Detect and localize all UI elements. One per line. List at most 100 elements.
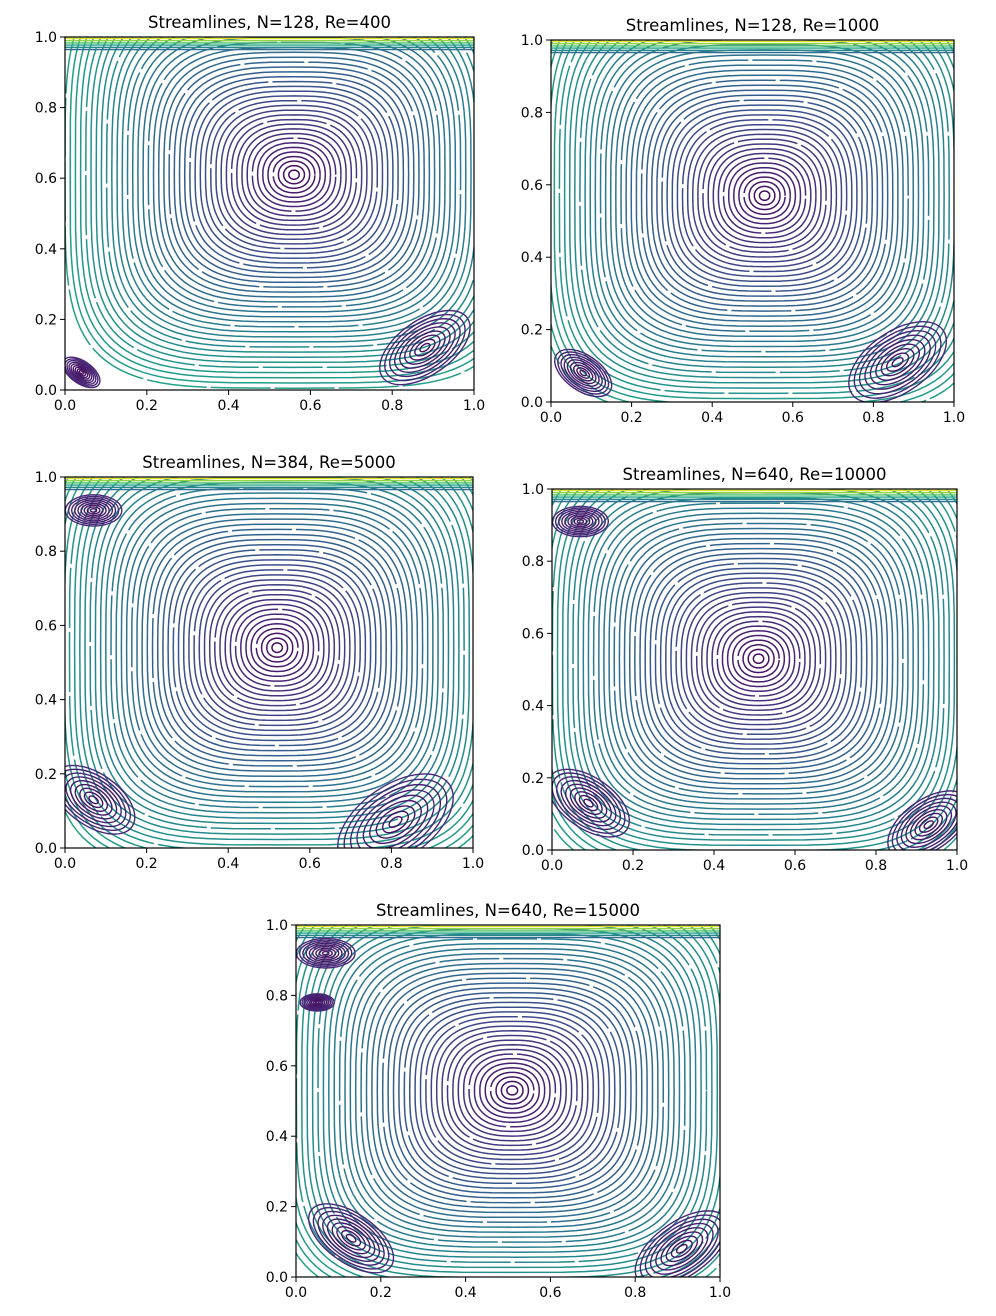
streamline-eddy-bottom-left	[65, 764, 136, 835]
streamline-primary	[484, 1067, 540, 1114]
streamline-eddy-top-left	[312, 945, 340, 961]
streamline-primary	[360, 957, 665, 1224]
streamline-eddy-bottom-right	[891, 356, 904, 368]
streamline-eddy-bottom-right	[634, 1210, 720, 1277]
streamline-primary	[152, 46, 436, 303]
streamline-eddy-bottom-right	[388, 815, 403, 829]
x-tick-label: 0.0	[541, 858, 563, 874]
x-tick-label: 0.6	[782, 410, 804, 426]
streamline-primary	[582, 492, 935, 826]
streamline-eddy-top-left	[74, 499, 114, 522]
streamline-eddy-bottom-right	[362, 794, 429, 848]
streamline-primary	[224, 598, 330, 697]
streamline-primary	[675, 582, 842, 736]
streamline-primary	[695, 601, 822, 716]
chart-1: 0.0 0.2 0.4 0.6 0.8 1.0 0.0 0.2 0.4 0.6 0.8 1.0 Stre…	[35, 13, 485, 414]
streamline-primary	[506, 1085, 519, 1096]
streamline-primary	[199, 90, 389, 259]
streamline-eddy-bottom-left	[322, 1214, 381, 1262]
streamline-primary	[574, 40, 954, 379]
streamline-eddy-bottom-left	[569, 787, 608, 819]
streamline-primary	[577, 489, 940, 831]
y-tick-label: 0.0	[522, 843, 544, 859]
streamline-eddy-bottom-right	[349, 783, 442, 848]
streamline-eddy-bottom-right	[670, 1239, 693, 1258]
streamline-eddy-bottom-right	[384, 313, 466, 382]
x-tick-label: 0.0	[285, 1285, 307, 1301]
axes-frame	[550, 39, 955, 403]
streamline-primary	[188, 564, 367, 732]
streamline-primary	[716, 620, 801, 697]
streamline-eddy-bottom-right	[864, 334, 931, 390]
streamline-primary	[151, 528, 403, 767]
y-tick-label: 0.6	[35, 618, 57, 634]
streamline-eddy-bottom-left	[345, 1233, 357, 1243]
streamline-primary	[414, 1006, 611, 1175]
x-tick-label: 0.2	[370, 1285, 392, 1301]
streamline-primary	[68, 477, 473, 848]
streamline-primary	[251, 137, 337, 212]
streamline-primary	[215, 104, 373, 245]
streamline-primary	[183, 75, 405, 274]
streamline-eddy-bottom-left	[552, 772, 626, 834]
streamline-primary	[737, 639, 780, 678]
y-tick-label: 0.0	[35, 383, 57, 399]
x-tick-label: 1.0	[943, 410, 965, 426]
streamline-eddy-top-left	[305, 942, 346, 964]
streamline-primary	[563, 40, 954, 389]
streamline-primary	[430, 1020, 594, 1161]
streamline-eddy-top-left	[573, 517, 588, 526]
streamline-primary	[167, 543, 387, 752]
streamline-primary	[328, 927, 697, 1253]
streamline-primary	[489, 1071, 535, 1110]
x-tick-label: 0.6	[299, 856, 321, 872]
streamline-eddy-bottom-left	[576, 367, 591, 379]
streamline-eddy-bottom-right	[369, 799, 422, 845]
streamline-primary	[131, 507, 424, 788]
streamline-primary	[182, 559, 372, 737]
streamline-eddy-bottom-right	[914, 812, 943, 837]
streamline-eddy-bottom-left	[79, 787, 109, 812]
streamline-primary	[552, 489, 957, 850]
streamline-eddy-bottom-left	[76, 368, 87, 377]
streamline-primary	[651, 89, 879, 302]
streamline-eddy-bottom-left	[573, 364, 594, 382]
streamline-eddy-bottom-right	[905, 805, 953, 845]
streamline-eddy-bottom-right	[343, 778, 448, 848]
streamline-primary	[105, 481, 450, 814]
streamline-primary	[752, 653, 765, 665]
streamline-primary	[748, 181, 781, 211]
streamline-eddy-bottom-right	[665, 1235, 699, 1263]
streamline-eddy-left-wall	[310, 998, 324, 1007]
streamline-eddy-bottom-right	[644, 1218, 719, 1277]
x-tick-label: 0.4	[701, 410, 723, 426]
y-tick-label: 0.2	[521, 323, 543, 339]
streamline-eddy-bottom-right	[853, 325, 942, 399]
streamline-primary	[403, 996, 621, 1185]
streamline-primary	[95, 37, 474, 358]
streamline-primary	[558, 40, 954, 395]
streamline-primary	[568, 40, 954, 384]
streamline-eddy-bottom-right	[900, 801, 957, 848]
streamline-eddy-bottom-left	[566, 359, 600, 387]
y-tick-label: 0.2	[522, 771, 544, 787]
streamline-eddy-left-wall	[308, 997, 326, 1007]
streamline-primary	[234, 608, 320, 687]
streamline-primary	[692, 128, 838, 263]
y-tick-label: 0.6	[266, 1059, 288, 1075]
x-tick-label: 0.2	[135, 856, 157, 872]
streamline-eddy-left-wall	[314, 1000, 320, 1005]
streamline-eddy-top-left	[558, 509, 603, 535]
x-tick-label: 0.6	[539, 1285, 561, 1301]
streamline-eddy-bottom-left	[552, 768, 631, 838]
streamline-eddy-top-left	[321, 950, 330, 956]
streamline-eddy-bottom-right	[394, 322, 456, 374]
x-tick-label: 0.6	[299, 398, 321, 414]
streamline-primary	[392, 987, 632, 1194]
streamline-eddy-bottom-left	[74, 783, 113, 816]
streamline-eddy-top-left	[318, 949, 333, 958]
streamline-primary	[189, 80, 399, 269]
streamline-primary	[726, 630, 791, 688]
streamline-eddy-bottom-right	[660, 1231, 704, 1267]
